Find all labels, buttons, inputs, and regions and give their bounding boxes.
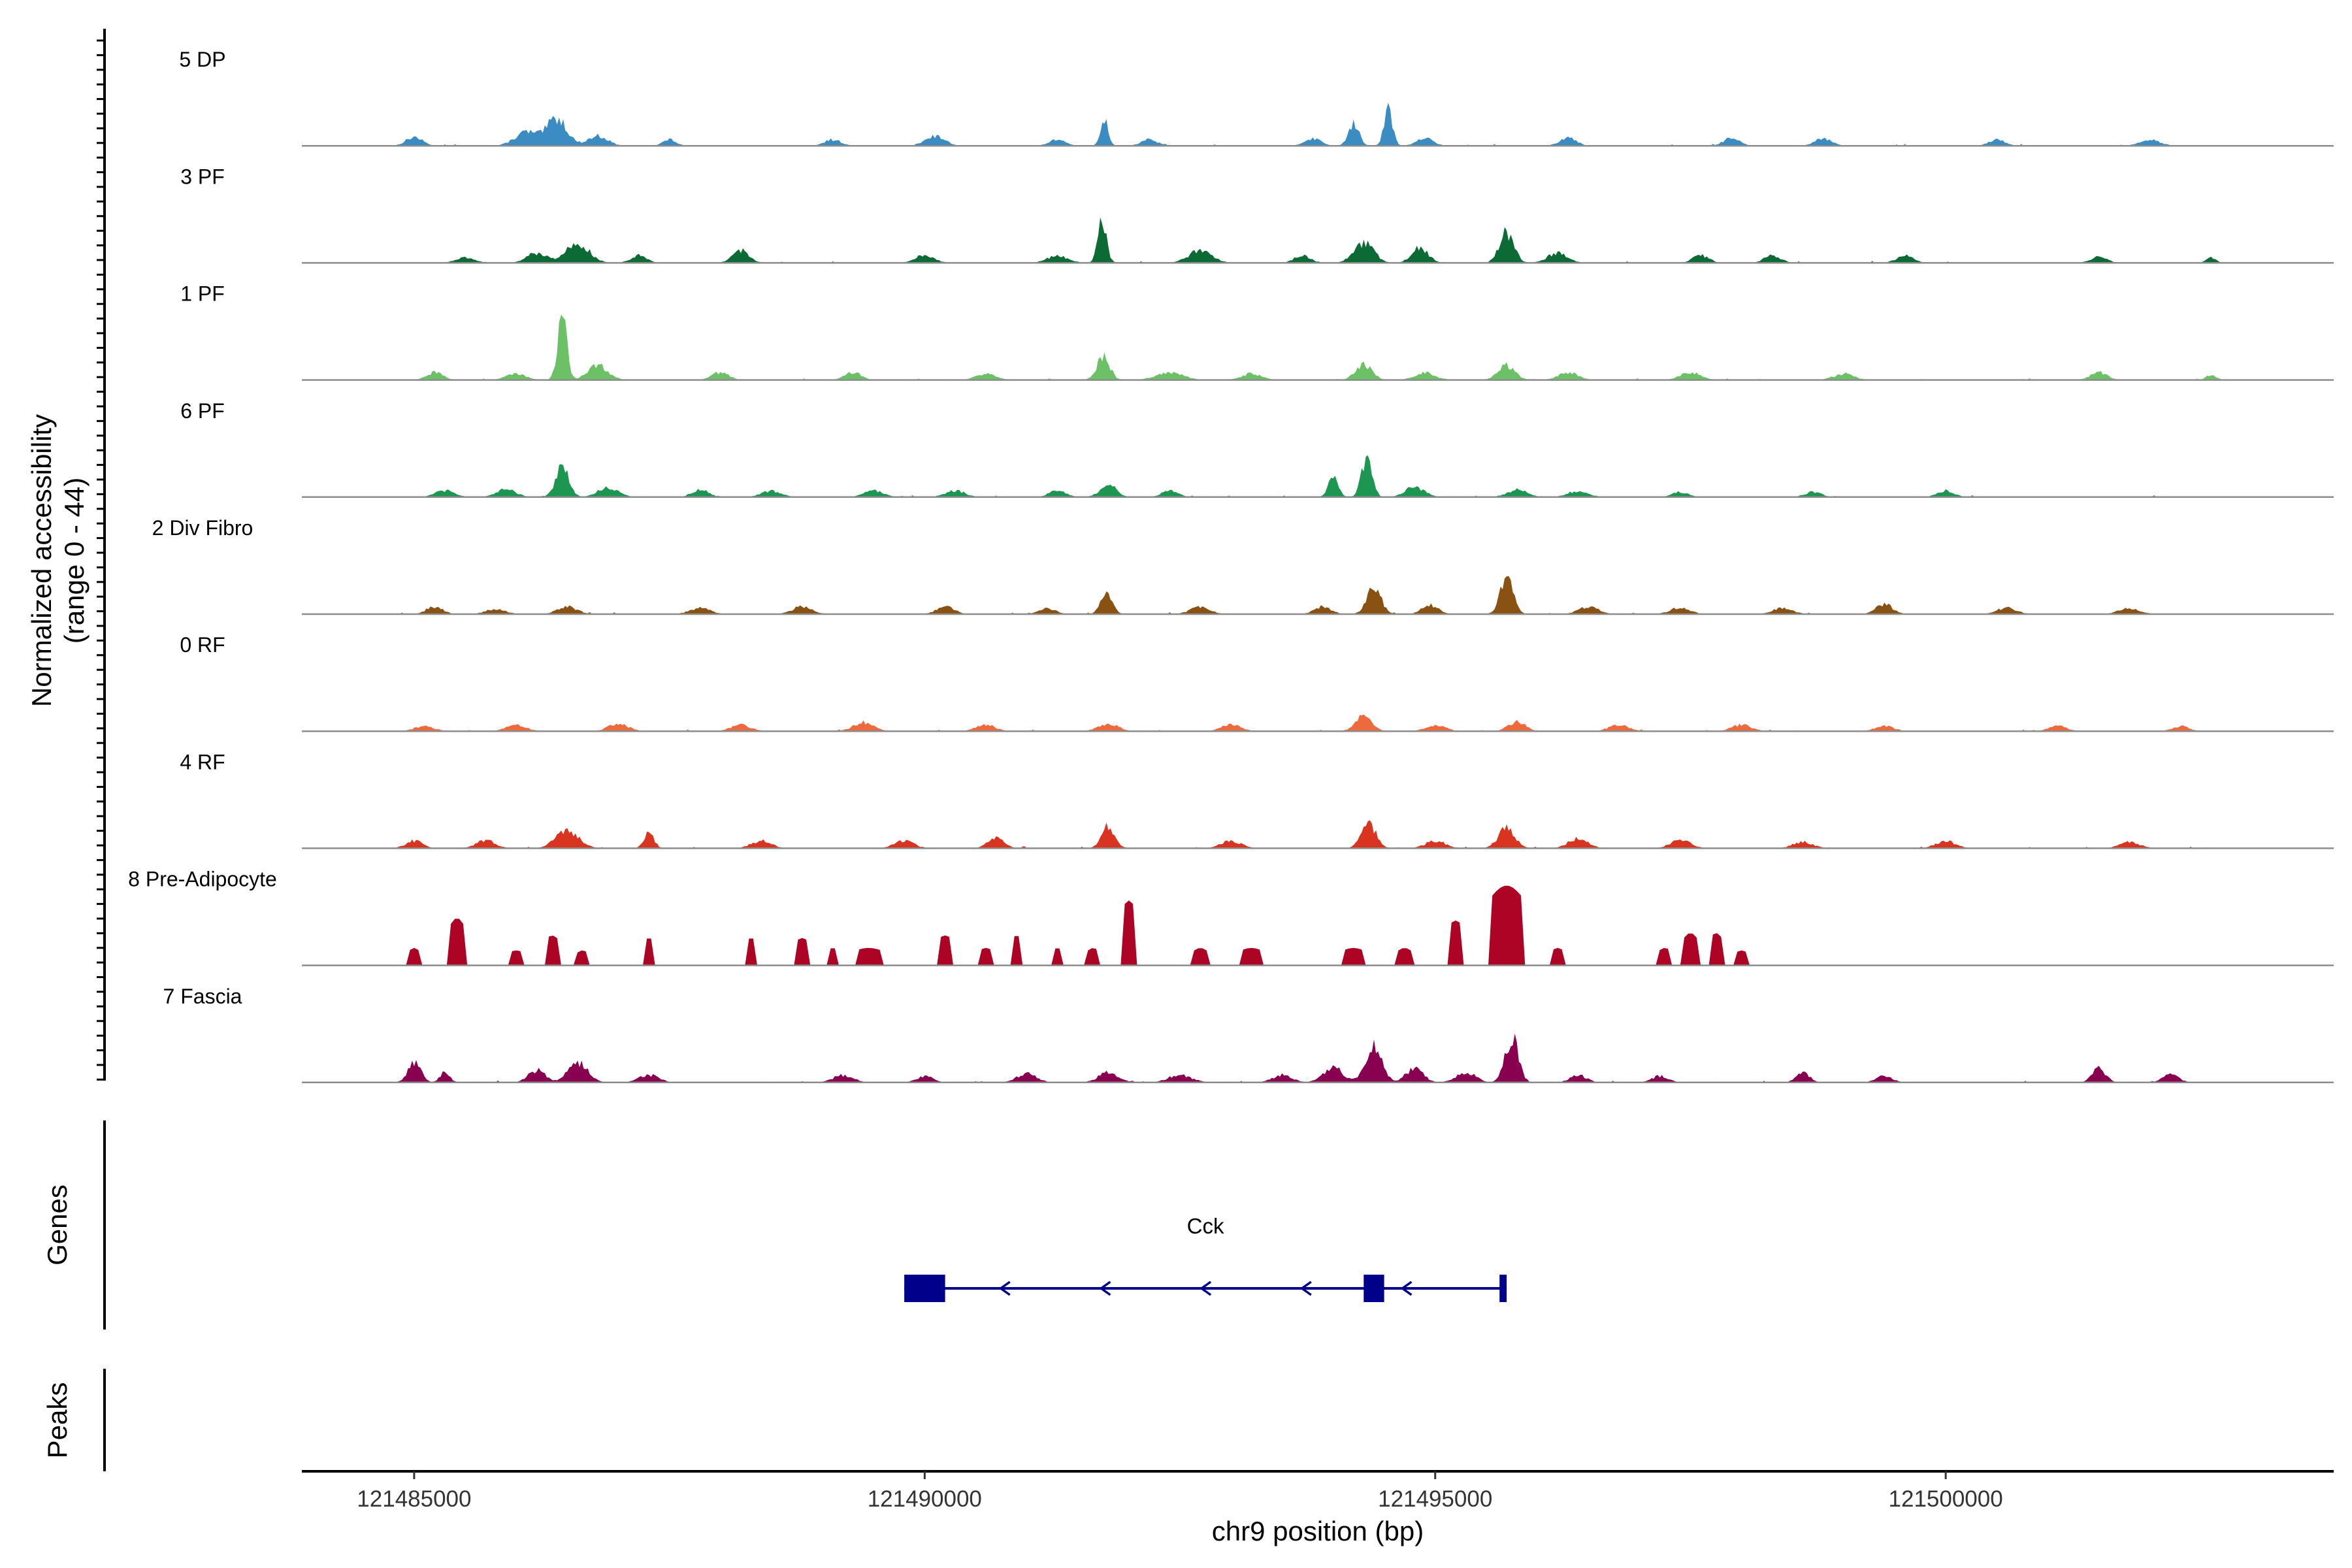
track-label: 2 Div Fibro <box>152 516 253 540</box>
x-axis: 121485000 121490000 121495000 121500000 <box>302 1470 2334 1512</box>
y-axis-title-line1: Normalized accessibility <box>26 414 57 707</box>
x-tick-label: 121490000 <box>868 1486 982 1512</box>
coverage-area <box>393 885 2222 966</box>
track-label: 5 DP <box>179 48 225 71</box>
gene-exon <box>1364 1275 1384 1302</box>
coverage-area <box>393 455 2222 497</box>
track-label: 0 RF <box>180 633 225 657</box>
x-tick-label: 121500000 <box>1889 1486 2003 1512</box>
coverage-area <box>393 576 2222 614</box>
genes-panel-title: Genes <box>42 1184 73 1266</box>
coverage-area <box>393 714 2222 732</box>
coverage-area <box>393 820 2222 849</box>
track-8-pre-adipocyte: 8 Pre-Adipocyte <box>128 868 2334 966</box>
strand-arrow <box>1400 1281 1413 1296</box>
track-label: 7 Fascia <box>163 985 242 1008</box>
peaks-panel-title: Peaks <box>42 1382 73 1459</box>
strand-arrow <box>1299 1281 1312 1296</box>
coverage-area <box>393 314 2222 380</box>
coverage-tracks: 5 DP 3 PF 1 PF 6 PF 2 Div Fibro 0 RF 4 RF 8 Pre… <box>128 48 2334 1084</box>
strand-arrow <box>1099 1281 1111 1296</box>
track-2-div-fibro: 2 Div Fibro <box>152 516 2334 615</box>
coverage-area <box>393 103 2222 146</box>
track-5-dp: 5 DP <box>179 48 2334 147</box>
coverage-area <box>393 217 2222 263</box>
y-axis-title: Normalized accessibility (range 0 - 44) <box>26 414 90 707</box>
strand-arrow <box>998 1281 1011 1296</box>
strand-arrow <box>1200 1281 1212 1296</box>
track-4-rf: 4 RF <box>180 750 2334 849</box>
gene-name-label: Cck <box>1187 1214 1224 1238</box>
track-label: 3 PF <box>180 165 225 188</box>
track-label: 1 PF <box>180 282 225 306</box>
track-label: 4 RF <box>180 750 225 774</box>
gene-exon <box>904 1275 945 1302</box>
track-label: 6 PF <box>180 399 225 423</box>
gene-exon <box>1499 1275 1507 1302</box>
y-axis-title-line2: (range 0 - 44) <box>59 478 90 644</box>
x-tick-label: 121485000 <box>357 1486 471 1512</box>
track-7-fascia: 7 Fascia <box>163 985 2334 1084</box>
track-label: 8 Pre-Adipocyte <box>128 868 277 891</box>
x-tick-label: 121495000 <box>1378 1486 1492 1512</box>
track-0-rf: 0 RF <box>180 633 2334 732</box>
tracks-left-axis-ticks <box>97 39 105 1081</box>
track-3-pf: 3 PF <box>180 165 2334 264</box>
gene-model: Cck <box>904 1214 1507 1302</box>
x-axis-title: chr9 position (bp) <box>1212 1516 1424 1546</box>
coverage-area <box>393 1034 2222 1083</box>
track-6-pf: 6 PF <box>180 399 2334 498</box>
track-1-pf: 1 PF <box>180 282 2334 381</box>
